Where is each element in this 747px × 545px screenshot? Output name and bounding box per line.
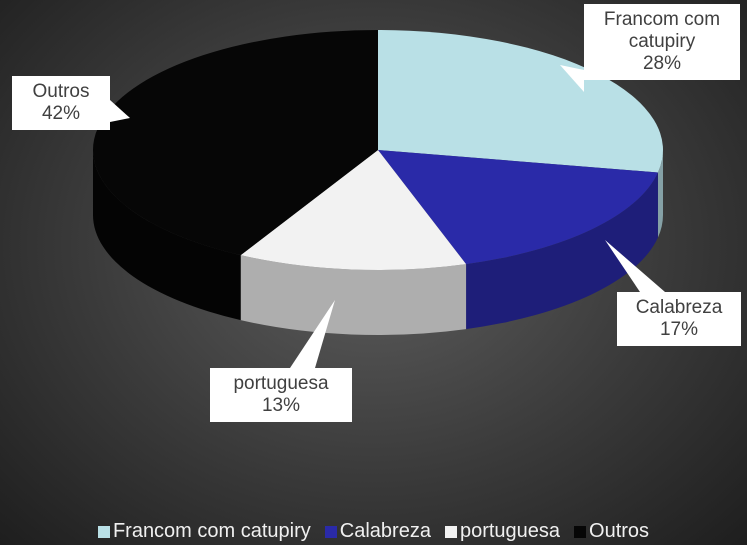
data-label-name: Outros (32, 81, 90, 102)
data-label-name: Calabreza (635, 297, 723, 318)
callout-pointer (290, 300, 335, 368)
data-label-name: Francom com catupiry (603, 9, 721, 52)
data-label-value: 42% (41, 103, 81, 124)
data-label-value: 17% (659, 319, 699, 340)
legend-swatch (444, 525, 457, 538)
callout-pointer (605, 240, 665, 292)
slice (378, 150, 658, 265)
slice (378, 30, 663, 173)
callout-pointer (560, 65, 584, 92)
callout-pointer (110, 100, 130, 122)
data-label: Outros 42% (12, 76, 110, 130)
legend-swatch (574, 525, 587, 538)
legend: Francom com catupiry Calabreza portuguesa O… (0, 520, 747, 543)
legend-label: Francom com catupiry (112, 520, 311, 542)
slice-side (466, 172, 658, 330)
slice (240, 150, 467, 270)
legend-label: Outros (589, 520, 650, 542)
data-label-value: 28% (642, 53, 682, 74)
slice-side (240, 255, 467, 335)
legend-swatch (324, 525, 337, 538)
legend-item: Calabreza (324, 520, 431, 543)
data-label: Francom com catupiry 28% (584, 4, 740, 80)
legend-label: portuguesa (459, 520, 561, 542)
legend-item: portuguesa (444, 520, 561, 543)
slice (92, 30, 378, 256)
slice-side (657, 150, 664, 238)
legend-item: Francom com catupiry (97, 520, 311, 543)
data-label: portuguesa 13% (210, 368, 352, 422)
data-label: Calabreza 17% (617, 292, 741, 346)
legend-swatch (97, 525, 110, 538)
data-label-value: 13% (261, 395, 301, 416)
data-label-name: portuguesa (233, 373, 329, 394)
legend-label: Calabreza (339, 520, 431, 542)
legend-item: Outros (574, 520, 649, 543)
slice-side (93, 150, 241, 321)
